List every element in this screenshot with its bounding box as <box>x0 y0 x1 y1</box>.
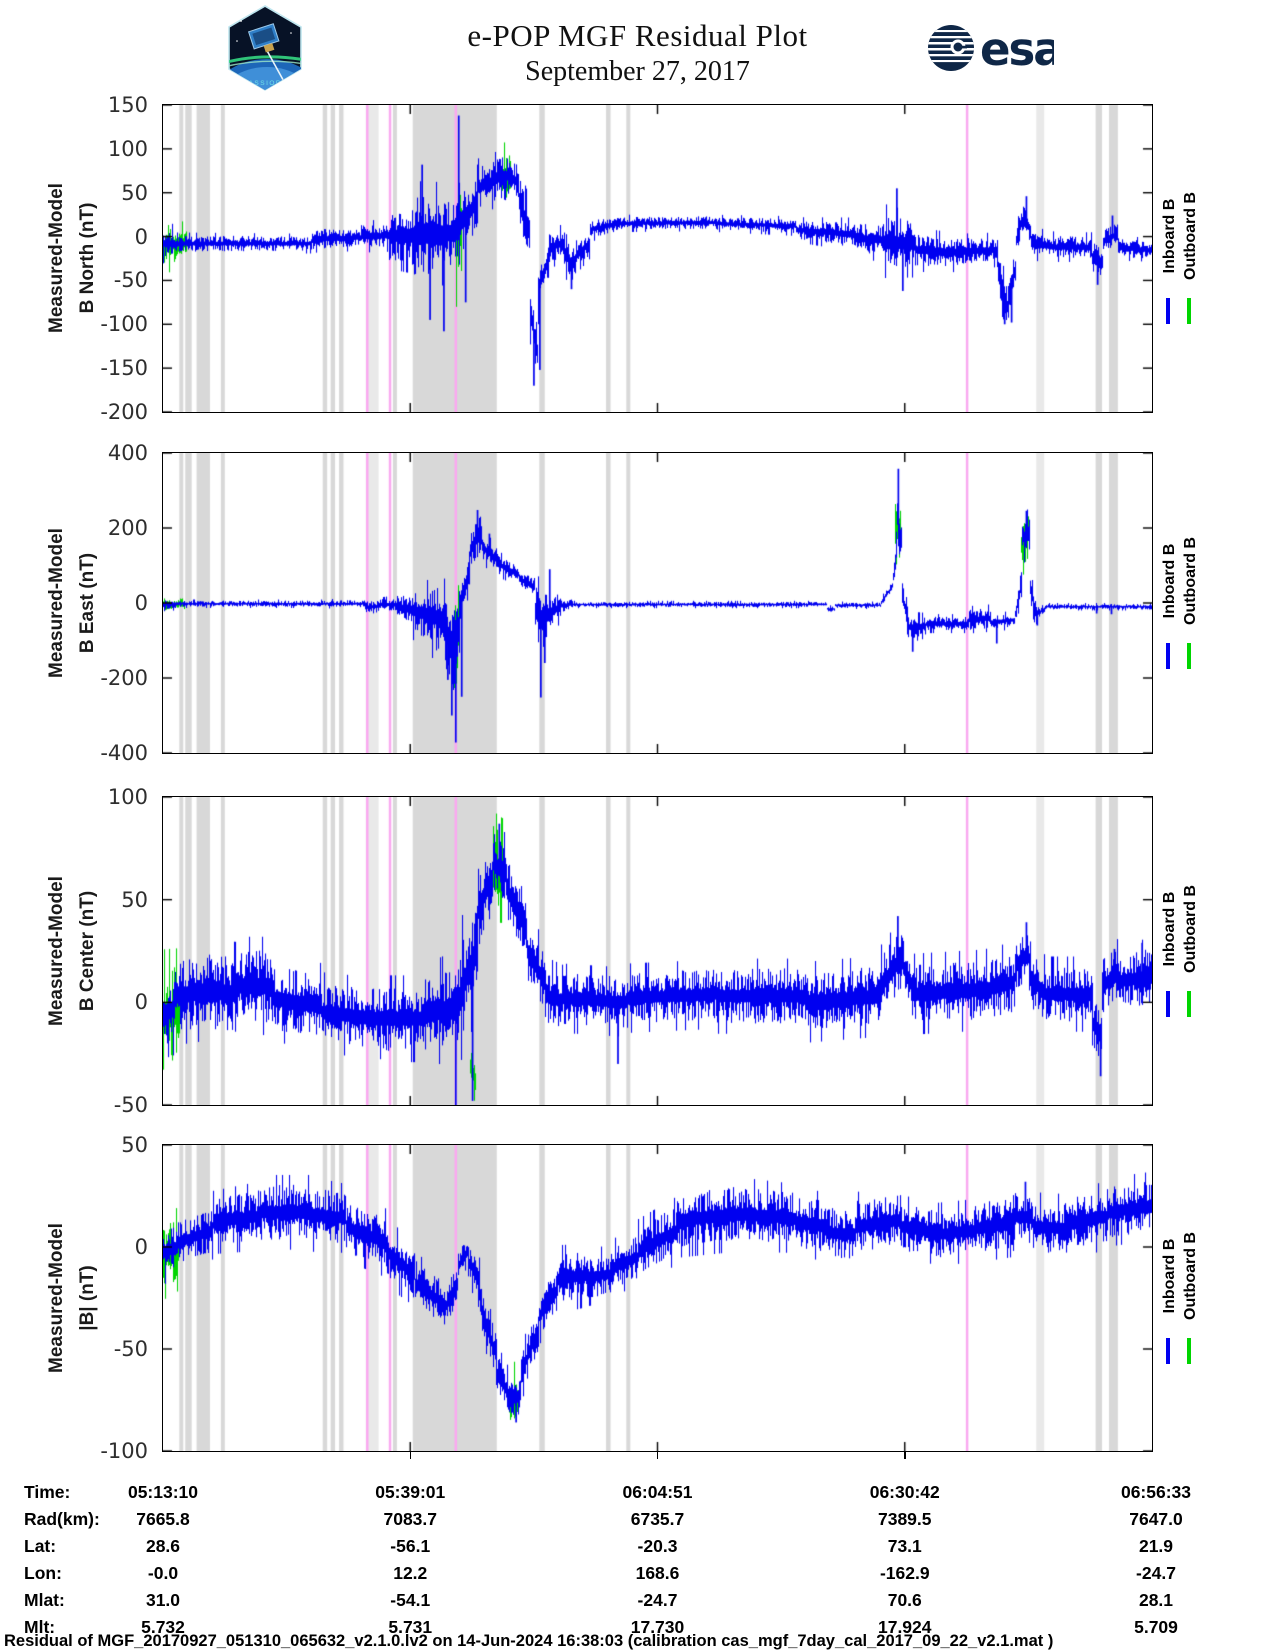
ytick-label-panel3-0: 0 <box>134 990 148 1015</box>
ytick-label-panel1--50: -50 <box>113 268 148 293</box>
row-value-time-col1: 05:13:10 <box>127 1482 199 1502</box>
legend-inboard-label-panel3: Inboard B <box>1161 891 1178 967</box>
ytick-label-panel3-50: 50 <box>121 887 148 912</box>
row-value-mlat-col2: -54.1 <box>390 1590 431 1610</box>
panel-canvas-b-east <box>162 452 1153 754</box>
row-label-lon: Lon: <box>24 1563 62 1583</box>
patch-label: CASSIOPE <box>242 80 287 87</box>
ytick-label-panel3--50: -50 <box>113 1093 148 1117</box>
row-value-lon-col2: 12.2 <box>393 1563 428 1583</box>
patch-aurora <box>229 55 301 67</box>
row-value-time-col3: 06:04:51 <box>622 1482 693 1502</box>
row-value-radkm-col2: 7083.7 <box>383 1509 438 1529</box>
row-value-lon-col5: -24.7 <box>1136 1563 1176 1583</box>
legend-outboard-label-panel4: Outboard B <box>1182 1232 1199 1320</box>
legend-outboard-label-panel3: Outboard B <box>1182 885 1199 973</box>
row-value-radkm-col3: 6735.7 <box>630 1509 685 1529</box>
xtick-outward-mark <box>656 1452 659 1459</box>
patch-satellite <box>247 23 280 53</box>
legend-outboard-tick-panel1 <box>1187 298 1191 324</box>
ytick-label-panel1-0: 0 <box>134 224 148 249</box>
row-value-mlt-col4: 17.924 <box>877 1617 932 1637</box>
legend-inboard-tick-panel1 <box>1166 298 1170 324</box>
ytick-label-panel4-0: 0 <box>134 1235 148 1259</box>
row-value-mlat-col4: 70.6 <box>887 1590 922 1610</box>
legend-outboard-tick-panel4 <box>1187 1338 1191 1364</box>
row-label-radkm: Rad(km): <box>24 1509 100 1529</box>
legend-inboard-label-panel1: Inboard B <box>1161 198 1178 274</box>
cassiope-mission-patch: CASSIOPE <box>228 5 302 91</box>
row-value-time-col5: 06:56:33 <box>1120 1482 1192 1502</box>
row-value-lat-col4: 73.1 <box>887 1536 922 1556</box>
ytick-label-panel2-400: 400 <box>107 441 148 465</box>
row-value-lon-col3: 168.6 <box>635 1563 680 1583</box>
residual-footer-text: Residual of MGF_20170927_051310_065632_v… <box>4 1632 1054 1650</box>
page-subtitle-date: September 27, 2017 <box>525 56 750 87</box>
legend-inboard-tick-panel2 <box>1166 643 1170 669</box>
ytick-label-panel2-0: 0 <box>134 591 148 615</box>
row-value-radkm-col4: 7389.5 <box>877 1509 932 1529</box>
ytick-label-panel3-100: 100 <box>107 785 148 809</box>
legend-inboard-label-panel2: Inboard B <box>1161 543 1178 619</box>
row-label-time: Time: <box>24 1482 71 1502</box>
row-value-radkm-col1: 7665.8 <box>136 1509 190 1529</box>
page-title: e-POP MGF Residual Plot <box>467 18 808 53</box>
row-value-mlt-col1: 5.732 <box>141 1617 185 1637</box>
legend-inboard-label-panel4: Inboard B <box>1161 1238 1178 1314</box>
row-label-lat: Lat: <box>24 1536 57 1556</box>
row-value-mlt-col2: 5.731 <box>388 1617 433 1637</box>
row-value-mlat-col1: 31.0 <box>145 1590 181 1610</box>
row-value-lat-col1: 28.6 <box>145 1536 181 1556</box>
ytick-label-panel1--200: -200 <box>100 400 148 424</box>
row-value-mlt-col5: 5.709 <box>1134 1617 1178 1637</box>
legend-inboard-tick-panel4 <box>1166 1338 1170 1364</box>
panel-canvas-b-north <box>162 104 1153 413</box>
row-value-mlat-col5: 28.1 <box>1138 1590 1174 1610</box>
ylabel-line1-panel1: Measured-Model <box>46 183 67 333</box>
ytick-label-panel1-100: 100 <box>107 136 148 161</box>
ytick-label-panel1--100: -100 <box>100 312 148 337</box>
row-value-time-col2: 05:39:01 <box>375 1482 446 1502</box>
ytick-label-panel1--150: -150 <box>100 356 148 381</box>
row-value-lat-col3: -20.3 <box>637 1536 678 1556</box>
ytick-label-panel4--50: -50 <box>113 1337 148 1361</box>
row-value-lat-col5: 21.9 <box>1138 1536 1174 1556</box>
row-value-lon-col1: -0.0 <box>147 1563 179 1583</box>
ytick-label-panel2--400: -400 <box>100 741 148 765</box>
row-label-mlat: Mlat: <box>24 1590 65 1610</box>
esa-wordmark: esa <box>980 23 1054 75</box>
legend-outboard-tick-panel2 <box>1187 643 1191 669</box>
ytick-label-panel4--100: -100 <box>100 1439 148 1463</box>
ytick-label-panel4-50: 50 <box>121 1133 148 1157</box>
row-value-lat-col2: -56.1 <box>390 1536 431 1556</box>
panel-canvas-b-magnitude <box>162 1144 1153 1452</box>
esa-logo: esa <box>928 23 1054 75</box>
row-value-time-col4: 06:30:42 <box>869 1482 940 1502</box>
legend-inboard-tick-panel3 <box>1166 991 1170 1017</box>
ytick-label-panel2--200: -200 <box>100 666 148 690</box>
legend-outboard-label-panel1: Outboard B <box>1182 192 1199 280</box>
legend-outboard-label-panel2: Outboard B <box>1182 537 1199 625</box>
ytick-label-panel1-150: 150 <box>107 93 148 117</box>
row-value-lon-col4: -162.9 <box>879 1563 930 1583</box>
row-value-mlt-col3: 17.730 <box>630 1617 685 1637</box>
xtick-outward-mark <box>409 1452 411 1459</box>
row-label-mlt: Mlt: <box>24 1617 56 1637</box>
ylabel-line2-panel4: |B| (nT) <box>77 1265 98 1331</box>
ylabel-line2-panel1: B North (nT) <box>77 202 98 314</box>
legend-outboard-tick-panel3 <box>1187 991 1191 1017</box>
ytick-label-panel2-200: 200 <box>107 516 148 540</box>
panel-canvas-b-center <box>162 796 1153 1106</box>
row-value-mlat-col3: -24.7 <box>637 1590 678 1610</box>
xtick-outward-mark <box>904 1452 906 1459</box>
ytick-label-panel1-50: 50 <box>121 180 148 205</box>
row-value-radkm-col5: 7647.0 <box>1129 1509 1183 1529</box>
